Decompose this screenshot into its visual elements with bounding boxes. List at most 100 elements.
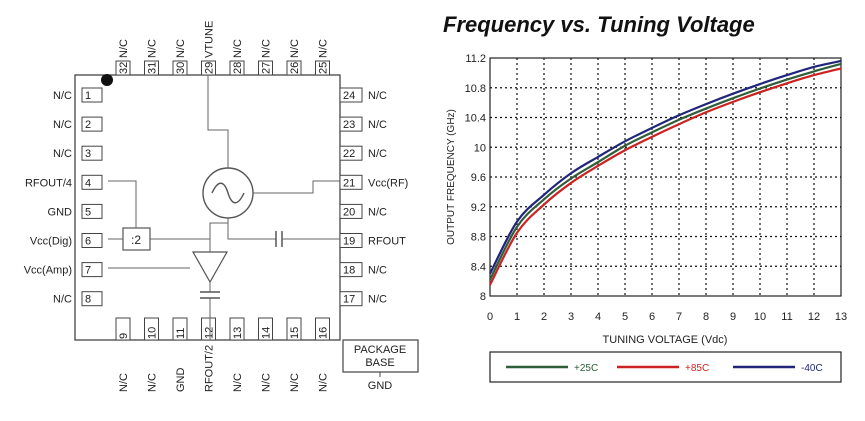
x-tick-label: 10 [754, 311, 766, 323]
pin-pad [258, 317, 273, 341]
top-pin-32: 32 N/C [115, 39, 131, 76]
left-pin-7: 7 Vcc(Amp) [24, 262, 103, 278]
y-tick-label: 9.6 [471, 172, 486, 184]
pin-number: 21 [343, 177, 355, 189]
pin-label: N/C [118, 39, 130, 58]
pin-pad [115, 317, 131, 341]
pin-number: 25 [318, 62, 330, 74]
pin-pad [81, 291, 103, 307]
pin-pad [286, 317, 302, 341]
pin-number: 10 [147, 327, 159, 339]
top-pin-25: 25 N/C [315, 39, 330, 76]
package-gnd-label: GND [368, 380, 393, 392]
vcc-rf-line [253, 180, 340, 194]
pin-label: N/C [53, 148, 72, 160]
pin-label: N/C [368, 90, 387, 102]
x-tick-label: 2 [541, 311, 547, 323]
pin-label: N/C [53, 90, 72, 102]
right-pin-21: 21 Vcc(RF) [339, 174, 408, 190]
pin-label: N/C [147, 39, 159, 58]
pin-number: 4 [85, 177, 91, 189]
left-pin-5: 5 GND [48, 203, 103, 219]
pin-pad [339, 174, 363, 190]
right-pin-24: 24 N/C [339, 87, 387, 103]
pin-pad [339, 203, 363, 219]
pin-number: 28 [232, 62, 244, 74]
pin-number: 23 [343, 119, 355, 131]
right-pin-23: 23 N/C [339, 116, 387, 132]
pin-number: 27 [261, 62, 273, 74]
y-tick-label: 10.8 [465, 83, 486, 95]
bottom-pin-15: 15 N/C [286, 317, 302, 392]
pin-pad [339, 87, 363, 103]
series-line-+85C [489, 67, 842, 286]
rfout-line [227, 218, 276, 240]
pin-number: 8 [85, 294, 91, 306]
pin-label: GND [48, 206, 73, 218]
chart-title: Frequency vs. Tuning Voltage [443, 12, 755, 37]
x-tick-label: 1 [514, 311, 520, 323]
x-tick-label: 9 [730, 311, 736, 323]
pin-label: N/C [368, 294, 387, 306]
pin-number: 13 [232, 327, 244, 339]
right-pin-19: 19 RFOUT [339, 233, 406, 248]
pin-label: N/C [368, 206, 387, 218]
x-tick-label: 7 [676, 311, 682, 323]
pin-label: N/C [318, 373, 330, 392]
x-tick-label: 6 [649, 311, 655, 323]
pin-label: Vcc(Amp) [24, 265, 72, 277]
pin-label: RFOUT [368, 236, 406, 248]
y-tick-label: 10 [474, 142, 486, 154]
pin-number: 20 [343, 206, 355, 218]
pin-pad [339, 233, 363, 248]
x-tick-label: 3 [568, 311, 574, 323]
y-tick-label: 10.4 [465, 113, 486, 125]
legend-box [489, 351, 842, 383]
series-line--40C [489, 59, 842, 275]
pin-label: RFOUT/2 [204, 345, 216, 392]
x-tick-label: 13 [835, 311, 847, 323]
pin-pad [81, 145, 103, 161]
pin-label: N/C [232, 39, 244, 58]
top-pin-28: 28 N/C [229, 39, 245, 76]
top-pin-29: 29 VTUNE [201, 21, 216, 76]
top-pin-27: 27 N/C [258, 39, 273, 76]
pin-label: Vcc(RF) [368, 177, 408, 189]
left-pin-1: 1 N/C [53, 87, 103, 103]
pin-label: N/C [289, 373, 301, 392]
pin-label: N/C [289, 39, 301, 58]
y-tick-label: 8.8 [471, 232, 486, 244]
pin-pad [339, 116, 363, 132]
y-axis-label: OUTPUT FREQUENCY (GHz) [446, 109, 457, 245]
pin-number: 5 [85, 206, 91, 218]
top-pin-26: 26 N/C [286, 39, 302, 76]
pin-pad [339, 262, 363, 278]
sine-wave-icon [211, 182, 245, 204]
pin-label: N/C [53, 294, 72, 306]
y-tick-label: 11.2 [465, 53, 486, 65]
pin-number: 6 [85, 236, 91, 248]
pin-pad [81, 203, 103, 219]
pin-number: 26 [289, 62, 301, 74]
pin-pad [315, 317, 330, 341]
pin-number: 29 [204, 62, 216, 74]
left-pin-3: 3 N/C [53, 145, 103, 161]
x-tick-label: 4 [595, 311, 601, 323]
pin-label: N/C [175, 39, 187, 58]
pin-pad [201, 317, 216, 341]
pin-label: N/C [53, 119, 72, 131]
pin-pad [172, 317, 188, 341]
x-tick-label: 8 [703, 311, 709, 323]
pin-label: GND [175, 368, 187, 393]
amplifier-triangle [191, 251, 229, 284]
left-pin-6: 6 Vcc(Dig) [30, 233, 103, 248]
pin-label: N/C [368, 119, 387, 131]
pin-pad [81, 233, 103, 248]
series-line-+25C [489, 62, 842, 281]
pin-label: N/C [318, 39, 330, 58]
pin-number: 32 [118, 62, 130, 74]
pin-label: N/C [118, 373, 130, 392]
x-tick-label: 0 [487, 311, 493, 323]
pin-pad [144, 60, 159, 76]
